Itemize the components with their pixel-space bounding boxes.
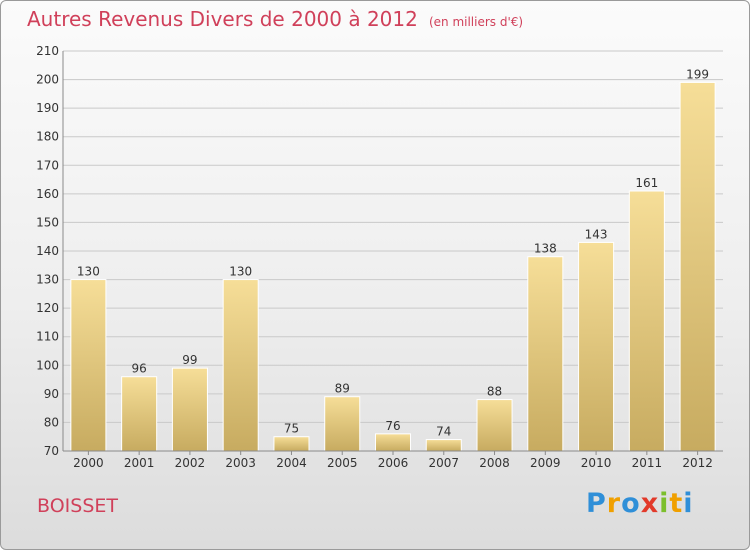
bar [121,376,158,452]
x-tick-label: 2004 [276,456,307,470]
bar-value-label: 161 [635,176,658,190]
chart-subtitle: (en milliers d'€) [428,15,524,29]
bar-value-label: 76 [385,419,400,433]
logo-letter: P [586,488,607,519]
bar [476,399,513,452]
bar [679,81,716,452]
x-tick-label: 2012 [682,456,713,470]
x-tick-label: 2002 [175,456,206,470]
y-tick-label: 210 [36,44,59,58]
y-tick-label: 120 [36,301,59,315]
y-tick-label: 80 [44,415,59,429]
bar-value-label: 199 [686,67,709,81]
bar [374,433,412,452]
x-tick-label: 2008 [479,456,510,470]
y-tick-label: 110 [36,330,59,344]
axis-layer: 7080901001101201301401501601701801902002… [36,44,723,470]
x-tick-label: 2007 [428,456,459,470]
x-tick-label: 2011 [632,456,663,470]
y-tick-label: 160 [36,187,59,201]
bar [425,439,462,452]
y-tick-label: 140 [36,244,59,258]
y-tick-label: 150 [36,215,59,229]
y-tick-label: 200 [36,73,59,87]
y-tick-label: 100 [36,358,59,372]
logo-letter: t [669,488,684,519]
bar-value-label: 138 [534,242,557,256]
x-tick-label: 2000 [73,456,104,470]
y-tick-label: 70 [44,444,59,458]
bar-value-label: 99 [182,353,197,367]
logo-letter: o [621,488,641,519]
bar [324,396,361,452]
bar [527,256,564,452]
x-tick-label: 2006 [378,456,409,470]
bar-value-label: 143 [585,227,608,241]
y-tick-label: 170 [36,158,59,172]
y-tick-label: 180 [36,130,59,144]
bar-value-label: 89 [335,382,350,396]
grid-layer [63,50,723,423]
y-tick-label: 90 [44,387,59,401]
bar-value-label: 130 [229,265,252,279]
bar [578,241,615,452]
x-tick-label: 2001 [124,456,155,470]
bar [222,279,259,452]
x-tick-label: 2009 [530,456,561,470]
bar-value-label: 96 [132,362,147,376]
place-name: BOISSET [37,495,118,517]
y-tick-label: 130 [36,273,59,287]
chart-title-row: Autres Revenus Divers de 2000 à 2012 (en… [27,7,523,31]
bar-value-label: 75 [284,422,299,436]
x-tick-label: 2005 [327,456,358,470]
bar-value-label: 130 [77,265,100,279]
bar [70,279,107,452]
chart-title: Autres Revenus Divers de 2000 à 2012 [27,7,418,31]
logo-letter: i [659,488,670,519]
y-tick-label: 190 [36,101,59,115]
bar [171,367,208,452]
bar-value-label: 74 [436,425,451,439]
logo-letter: x [640,488,660,519]
logo-letter: i [683,488,694,519]
bar [273,436,310,452]
logo-letter: r [606,488,622,519]
x-tick-label: 2010 [581,456,612,470]
bar-value-label: 88 [487,385,502,399]
proxiti-logo: Proxiti [586,488,694,519]
bar [628,190,665,452]
x-tick-label: 2003 [225,456,256,470]
